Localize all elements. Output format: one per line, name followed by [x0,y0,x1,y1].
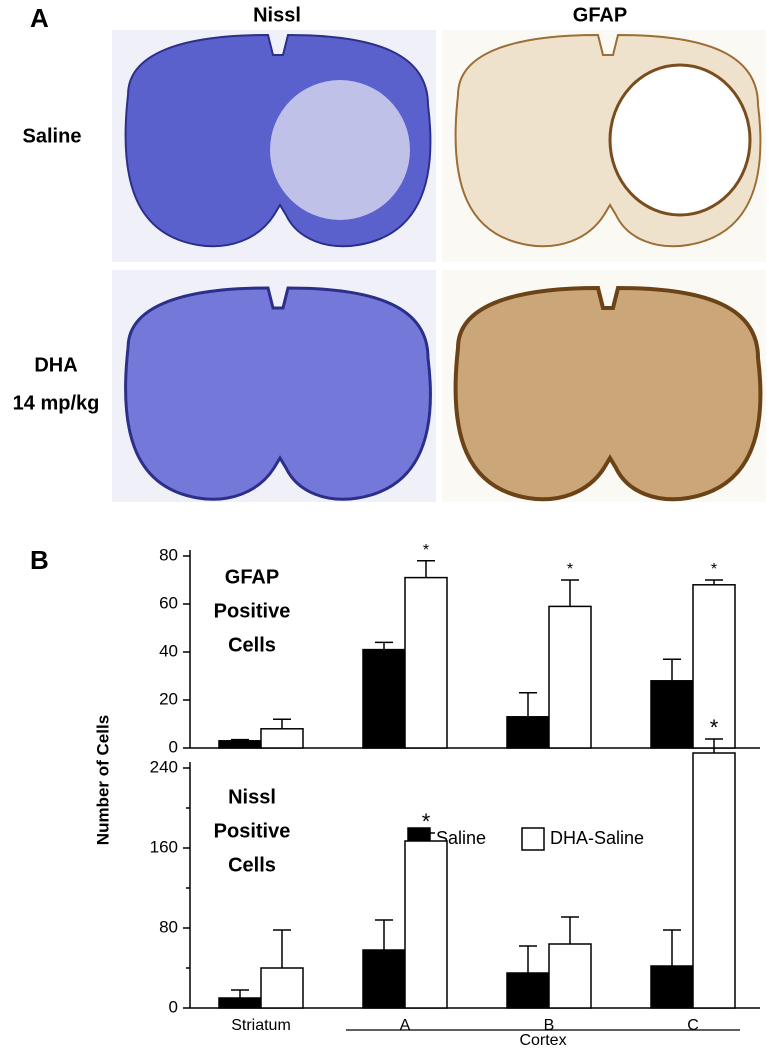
x-tick-label: A [400,1017,411,1034]
bar [362,949,406,1009]
y-tick-label: 40 [159,641,178,660]
chart-title: Cells [228,634,276,656]
bar [650,680,694,749]
panel-label: B [30,545,49,575]
y-tick-label: 20 [159,689,178,708]
y-axis-label: Number of Cells [93,715,112,845]
bar [650,965,694,1009]
bar [404,840,448,1009]
bar [692,752,736,1009]
significance-mark: * [711,561,717,578]
x-tick-label: Striatum [231,1017,291,1034]
chart-title: Positive [214,600,291,622]
bar [548,605,592,749]
panel-label: A [30,3,49,33]
bar [260,728,304,749]
bar [548,943,592,1009]
legend-label: Saline [436,828,486,848]
significance-mark: * [423,542,429,559]
row-label: Saline [23,125,82,147]
y-tick-label: 80 [159,917,178,936]
column-header: GFAP [573,4,627,26]
legend-swatch [521,827,545,851]
bar [218,740,262,749]
significance-mark: * [710,715,719,740]
bar [362,648,406,749]
x-tick-label: C [687,1017,699,1034]
row-label: 14 mp/kg [13,392,100,414]
lesion [608,63,752,217]
bar [506,972,550,1009]
significance-mark: * [422,809,431,834]
bar [404,576,448,749]
bar [218,997,262,1009]
column-header: Nissl [253,4,301,26]
y-tick-label: 160 [150,837,178,856]
chart-title: GFAP [225,566,279,588]
chart-title: Nissl [228,786,276,808]
y-tick-label: 60 [159,593,178,612]
chart-title: Positive [214,820,291,842]
y-tick-label: 240 [150,757,178,776]
legend-label: DHA-Saline [550,828,644,848]
x-tick-label: B [544,1017,555,1034]
significance-mark: * [567,561,573,578]
group-label: Cortex [519,1032,566,1049]
y-tick-label: 0 [169,997,178,1016]
row-label: DHA [34,354,77,376]
y-tick-label: 0 [169,737,178,756]
y-tick-label: 80 [159,545,178,564]
bar [692,584,736,749]
chart-title: Cells [228,854,276,876]
bar [506,716,550,749]
lesion [270,80,410,220]
bar [260,967,304,1009]
